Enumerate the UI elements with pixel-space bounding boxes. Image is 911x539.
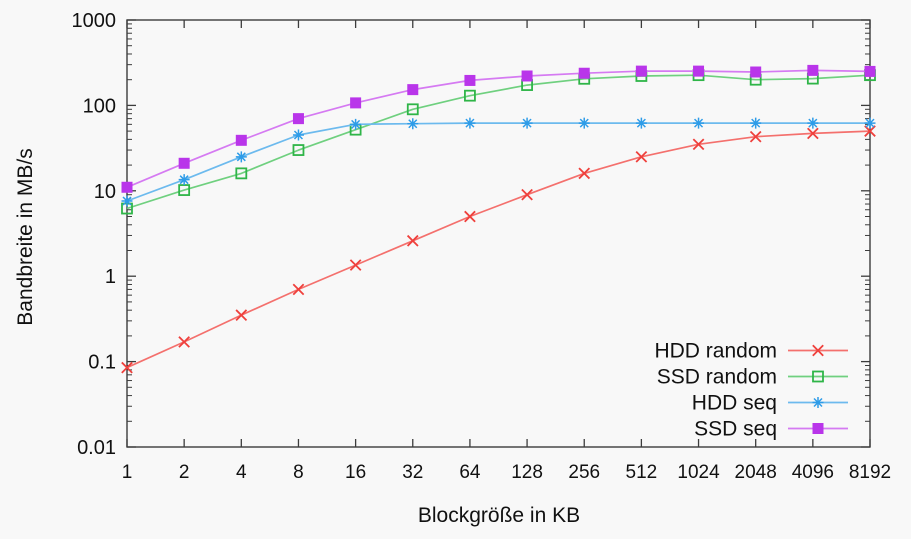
marker-filled-square-ssd-seq: [635, 65, 647, 77]
x-tick-label: 4: [236, 462, 247, 483]
marker-cross-hdd-random: [807, 127, 819, 140]
marker-filled-square-ssd-seq: [235, 134, 247, 146]
marker-filled-square-ssd-seq: [121, 181, 133, 193]
x-tick-label: 16: [345, 462, 366, 483]
y-tick-label: 1000: [72, 10, 117, 32]
marker-filled-square-ssd-seq: [407, 84, 419, 96]
x-tick-label: 512: [626, 462, 658, 483]
x-tick-label: 64: [459, 462, 481, 483]
marker-filled-square-ssd-seq: [178, 157, 190, 169]
marker-cross-hdd-random: [406, 234, 419, 247]
legend-label-hdd-random: HDD random: [654, 340, 777, 363]
marker-open-square-ssd-random: [406, 103, 419, 116]
series-line-ssd-random: [126, 74, 871, 210]
marker-cross-hdd-random: [121, 361, 133, 374]
legend-label-hdd-seq: HDD seq: [692, 392, 777, 415]
legend-label-ssd-random: SSD random: [657, 366, 777, 389]
x-tick-label: 1024: [677, 462, 720, 483]
x-tick-label: 128: [511, 462, 543, 483]
marker-filled-square-ssd-seq: [807, 64, 819, 76]
x-tick-label: 2048: [735, 462, 777, 483]
marker-star-hdd-seq: [807, 117, 819, 129]
marker-filled-square-ssd-seq: [350, 97, 362, 109]
marker-cross-legend-hdd-random: [812, 344, 824, 357]
x-tick-label: 8: [293, 462, 304, 483]
marker-star-hdd-seq: [178, 174, 190, 186]
marker-cross-hdd-random: [292, 283, 305, 296]
x-tick-label: 8192: [849, 462, 891, 483]
marker-star-hdd-seq: [121, 195, 133, 207]
marker-star-hdd-seq: [407, 118, 419, 130]
series-line-hdd-random: [126, 130, 871, 369]
marker-filled-square-ssd-seq: [521, 70, 533, 82]
marker-open-square-legend-ssd-random: [812, 370, 824, 383]
marker-cross-hdd-random: [349, 259, 362, 271]
marker-filled-square-ssd-seq: [578, 67, 590, 79]
y-tick-label: 1: [105, 266, 116, 288]
marker-star-hdd-seq: [350, 118, 362, 130]
x-axis-title: Blockgröße in KB: [417, 504, 581, 527]
marker-cross-hdd-random: [521, 188, 533, 201]
marker-open-square-ssd-random: [292, 144, 305, 156]
y-tick-label: 0.01: [77, 437, 116, 459]
marker-filled-square-ssd-seq: [693, 65, 705, 77]
marker-cross-hdd-random: [578, 167, 591, 180]
marker-star-hdd-seq: [292, 129, 304, 141]
x-tick-label: 4096: [792, 462, 834, 483]
marker-star-hdd-seq: [521, 117, 533, 129]
marker-cross-hdd-random: [464, 210, 476, 223]
marker-star-hdd-seq: [578, 117, 590, 129]
marker-open-square-ssd-random: [464, 89, 476, 102]
marker-star-legend-hdd-seq: [812, 397, 824, 408]
marker-cross-hdd-random: [749, 130, 762, 143]
y-axis-title: Bandbreite in MB/s: [14, 148, 37, 326]
marker-cross-hdd-random: [178, 336, 190, 348]
legend-label-ssd-seq: SSD seq: [694, 418, 777, 441]
marker-cross-hdd-random: [692, 138, 705, 151]
marker-open-square-ssd-random: [235, 167, 248, 180]
marker-filled-square-ssd-seq: [292, 113, 304, 125]
x-tick-label: 32: [402, 462, 423, 483]
marker-filled-square-ssd-seq: [864, 65, 876, 77]
marker-star-hdd-seq: [635, 117, 647, 129]
marker-filled-square-legend-ssd-seq: [812, 423, 824, 434]
x-tick-label: 1: [122, 462, 133, 483]
marker-cross-hdd-random: [235, 309, 248, 321]
marker-filled-square-ssd-seq: [750, 66, 762, 78]
y-tick-label: 10: [94, 181, 116, 203]
y-tick-label: 0.1: [88, 352, 116, 374]
marker-star-hdd-seq: [235, 151, 247, 163]
y-tick-label: 100: [83, 95, 116, 117]
marker-star-hdd-seq: [750, 117, 762, 129]
marker-star-hdd-seq: [864, 117, 876, 129]
x-tick-label: 256: [568, 462, 600, 483]
marker-cross-hdd-random: [635, 150, 648, 163]
marker-filled-square-ssd-seq: [464, 74, 476, 86]
marker-star-hdd-seq: [693, 117, 705, 129]
plot-frame: [126, 19, 871, 448]
series-line-ssd-seq: [126, 69, 871, 189]
marker-star-hdd-seq: [464, 117, 476, 129]
series-line-hdd-seq: [126, 122, 870, 202]
x-tick-label: 2: [179, 462, 190, 483]
